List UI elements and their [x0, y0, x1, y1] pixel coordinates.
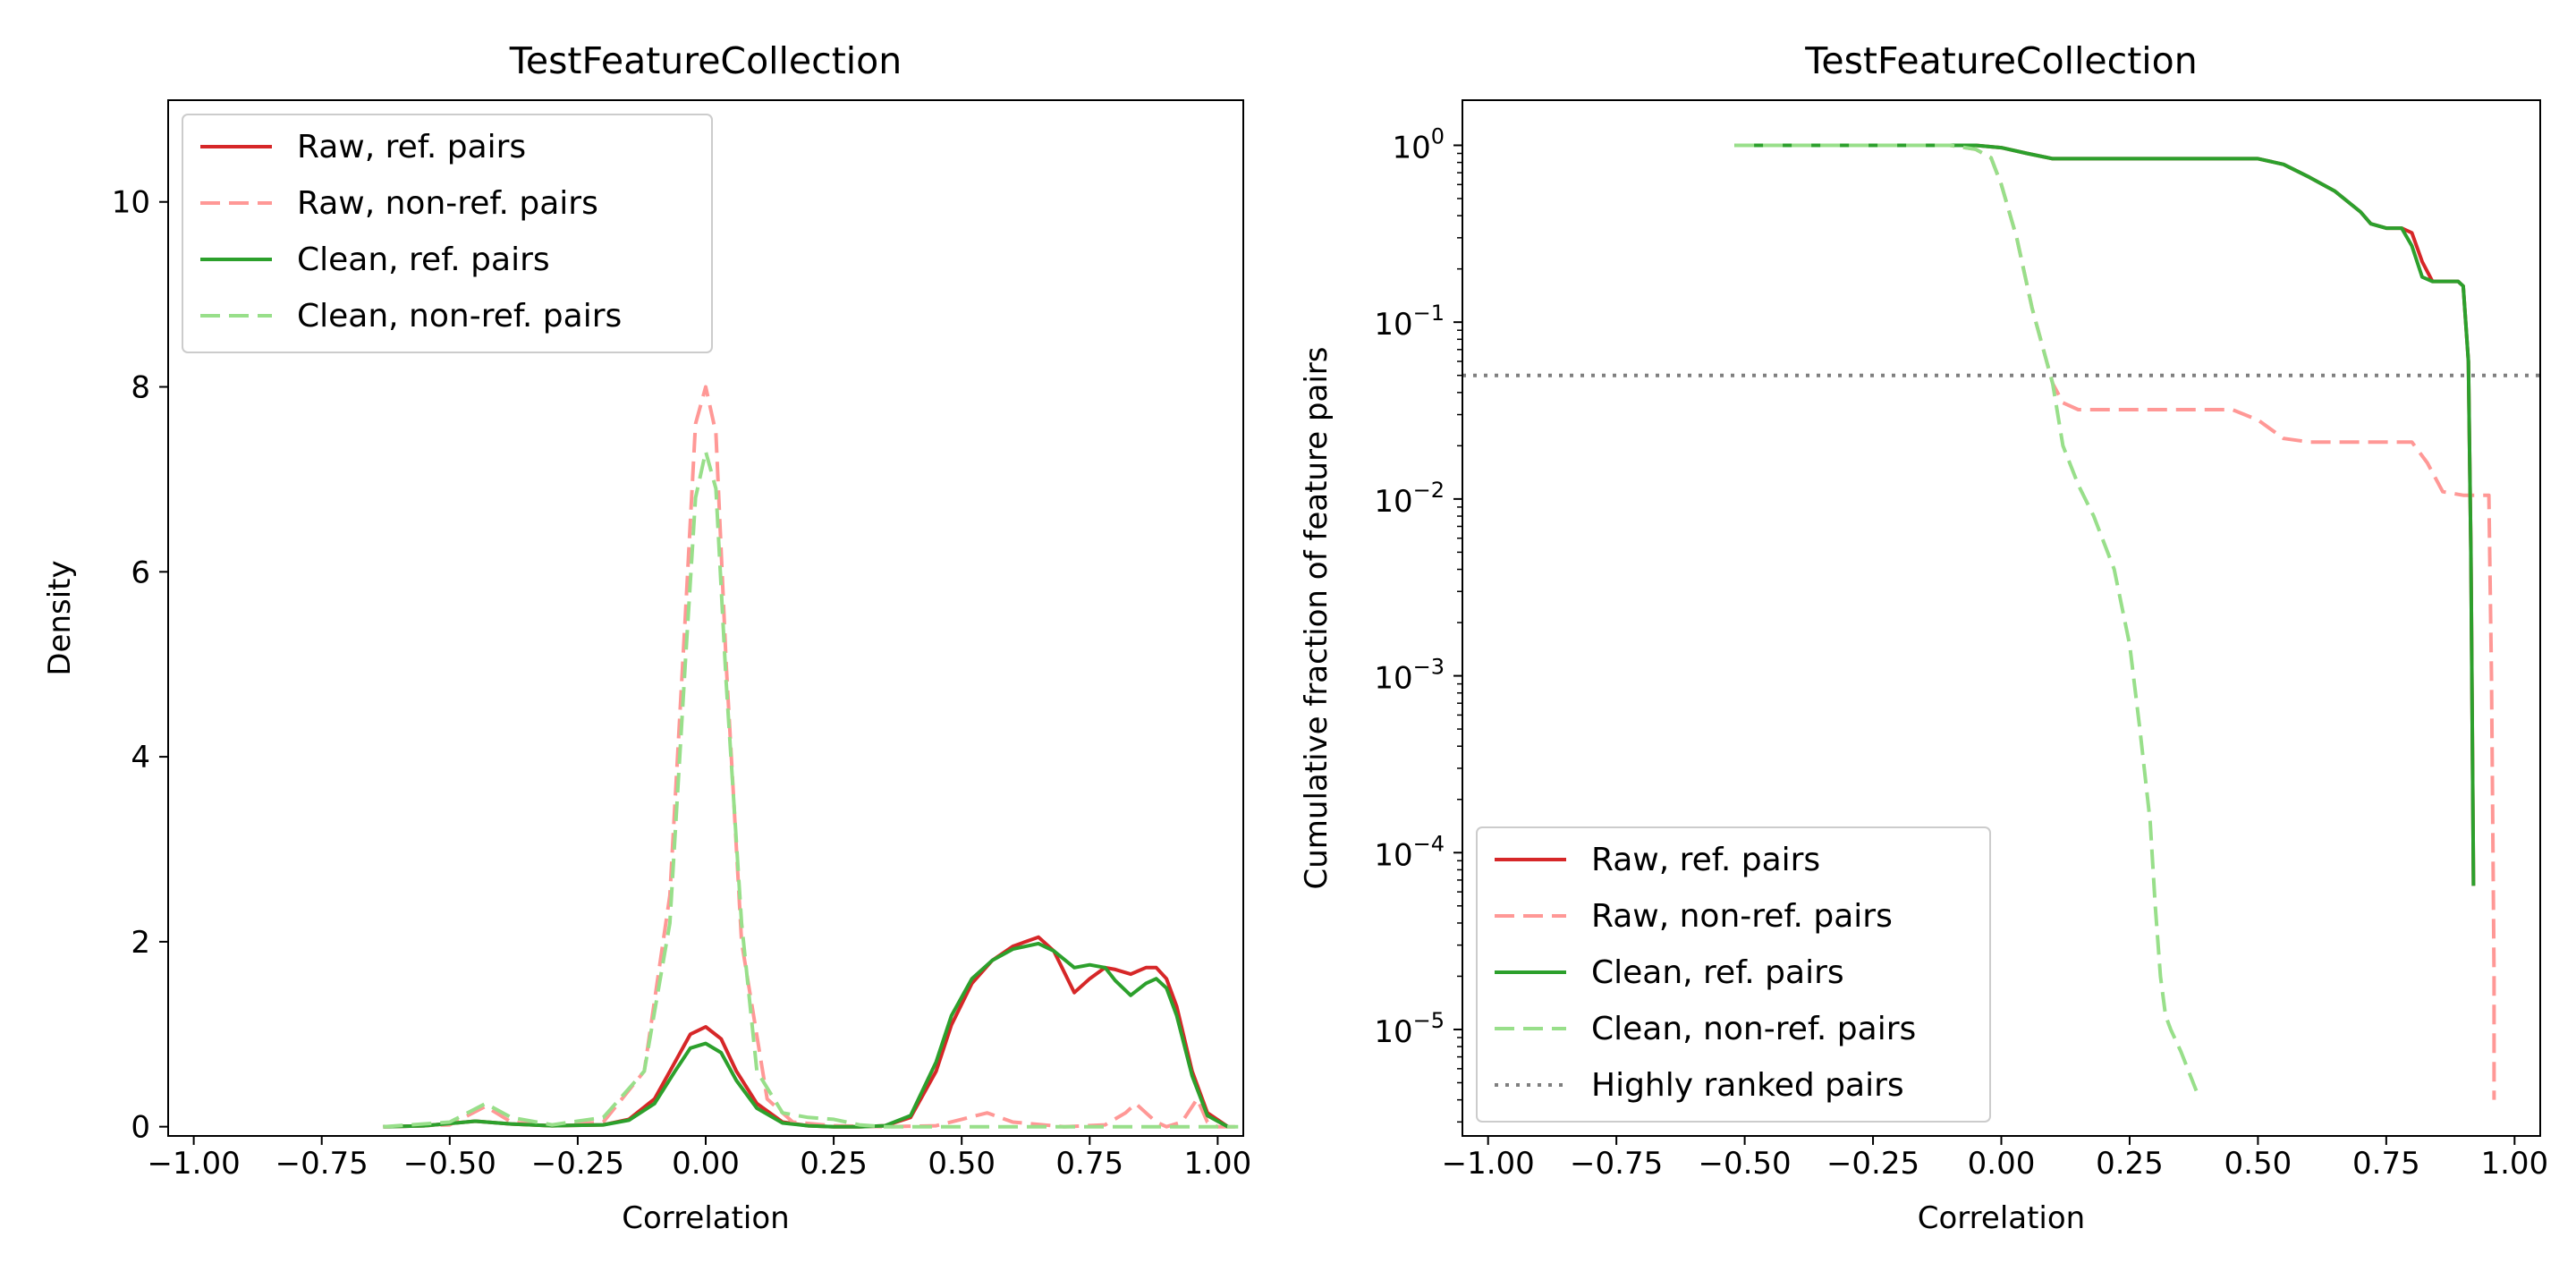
x-tick-label: 0.50: [928, 1146, 996, 1182]
y-tick-label: 0: [131, 1110, 150, 1146]
y-tick-exponent: −1: [1413, 301, 1445, 326]
x-tick-label: −0.75: [275, 1146, 369, 1182]
x-tick-label: 0.25: [2096, 1146, 2164, 1182]
y-tick-base: 10: [1374, 1014, 1412, 1050]
x-axis-label: Correlation: [1918, 1200, 2085, 1236]
legend: Raw, ref. pairs Raw, non-ref. pairs Clean,…: [1476, 826, 1991, 1123]
y-axis-label: Cumulative fraction of feature pairs: [1299, 347, 1335, 890]
series-line-2: [1734, 143, 2476, 886]
y-tick-label: 2: [131, 925, 150, 961]
y-tick-label: 6: [131, 555, 150, 590]
y-tick-base: 10: [1374, 484, 1412, 520]
x-tick-label: 0.75: [1055, 1146, 1123, 1182]
legend-box: [182, 114, 713, 353]
legend-label-3: Clean, non-ref. pairs: [1591, 1011, 1916, 1047]
x-axis-label: Correlation: [622, 1200, 789, 1236]
series-line-3: [383, 449, 1239, 1129]
y-tick-exponent: −5: [1413, 1008, 1445, 1033]
cumulative-chart: −1.00 −0.75 −0.50 −0.25 0.00 0.25 0.50 0.75 1.00…: [1299, 39, 2548, 1236]
series-line-2: [383, 941, 1229, 1129]
y-tick-base: 10: [1374, 307, 1412, 343]
x-tick-label: 0.50: [2224, 1146, 2292, 1182]
legend-label-2: Clean, ref. pairs: [297, 242, 550, 278]
x-tick-label: −1.00: [1442, 1146, 1535, 1182]
series-lines: [1462, 143, 2540, 1100]
x-tick-label: −0.50: [403, 1146, 496, 1182]
x-tick-label: −1.00: [148, 1146, 241, 1182]
legend-label-4: Highly ranked pairs: [1591, 1067, 1904, 1104]
y-tick-label: 100: [1392, 123, 1445, 165]
x-tick-label: −0.25: [531, 1146, 624, 1182]
legend-label-0: Raw, ref. pairs: [1591, 842, 1820, 878]
y-tick-label: 8: [131, 370, 150, 406]
y-axis-label: Density: [42, 560, 78, 675]
x-tick-label: −0.75: [1570, 1146, 1663, 1182]
y-tick-label: 10−3: [1374, 655, 1445, 697]
legend: Raw, ref. pairs Raw, non-ref. pairs Clean,…: [182, 114, 713, 353]
x-tick-label: 0.75: [2352, 1146, 2420, 1182]
legend-box: [1476, 826, 1991, 1123]
legend-label-1: Raw, non-ref. pairs: [1591, 898, 1893, 935]
legend-label-0: Raw, ref. pairs: [297, 129, 526, 165]
density-chart: −1.00 −0.75 −0.50 −0.25 0.00 0.25 0.50 0.75 1.00…: [42, 39, 1251, 1236]
y-tick-label: 10−4: [1374, 831, 1445, 873]
x-tick-label: −0.25: [1826, 1146, 1919, 1182]
y-tick-label: 10−1: [1374, 301, 1445, 343]
y-tick-exponent: −4: [1413, 831, 1445, 856]
x-tick-label: 0.25: [800, 1146, 868, 1182]
y-tick-label: 10: [112, 185, 150, 221]
legend-label-2: Clean, ref. pairs: [1591, 954, 1844, 991]
series-line-1: [1734, 143, 2496, 1100]
y-tick-exponent: 0: [1431, 123, 1445, 148]
series-lines: [383, 385, 1239, 1129]
y-tick-base: 10: [1374, 837, 1412, 873]
x-tick-label: 1.00: [2480, 1146, 2548, 1182]
y-tick-exponent: −3: [1413, 655, 1445, 680]
x-tick-label: 0.00: [1968, 1146, 2036, 1182]
chart-title: TestFeatureCollection: [509, 39, 902, 82]
legend-label-1: Raw, non-ref. pairs: [297, 185, 598, 222]
x-tick-label: −0.50: [1698, 1146, 1791, 1182]
y-tick-base: 10: [1374, 661, 1412, 697]
series-line-3: [1734, 143, 2199, 1092]
y-tick-label: 10−2: [1374, 478, 1445, 520]
y-tick-exponent: −2: [1413, 478, 1445, 503]
chart-title: TestFeatureCollection: [1804, 39, 2197, 82]
x-tick-label: 0.00: [672, 1146, 740, 1182]
legend-label-3: Clean, non-ref. pairs: [297, 298, 622, 335]
y-tick-label: 4: [131, 740, 150, 775]
y-tick-base: 10: [1392, 130, 1430, 165]
y-tick-label: 10−5: [1374, 1008, 1445, 1050]
x-tick-label: 1.00: [1184, 1146, 1252, 1182]
